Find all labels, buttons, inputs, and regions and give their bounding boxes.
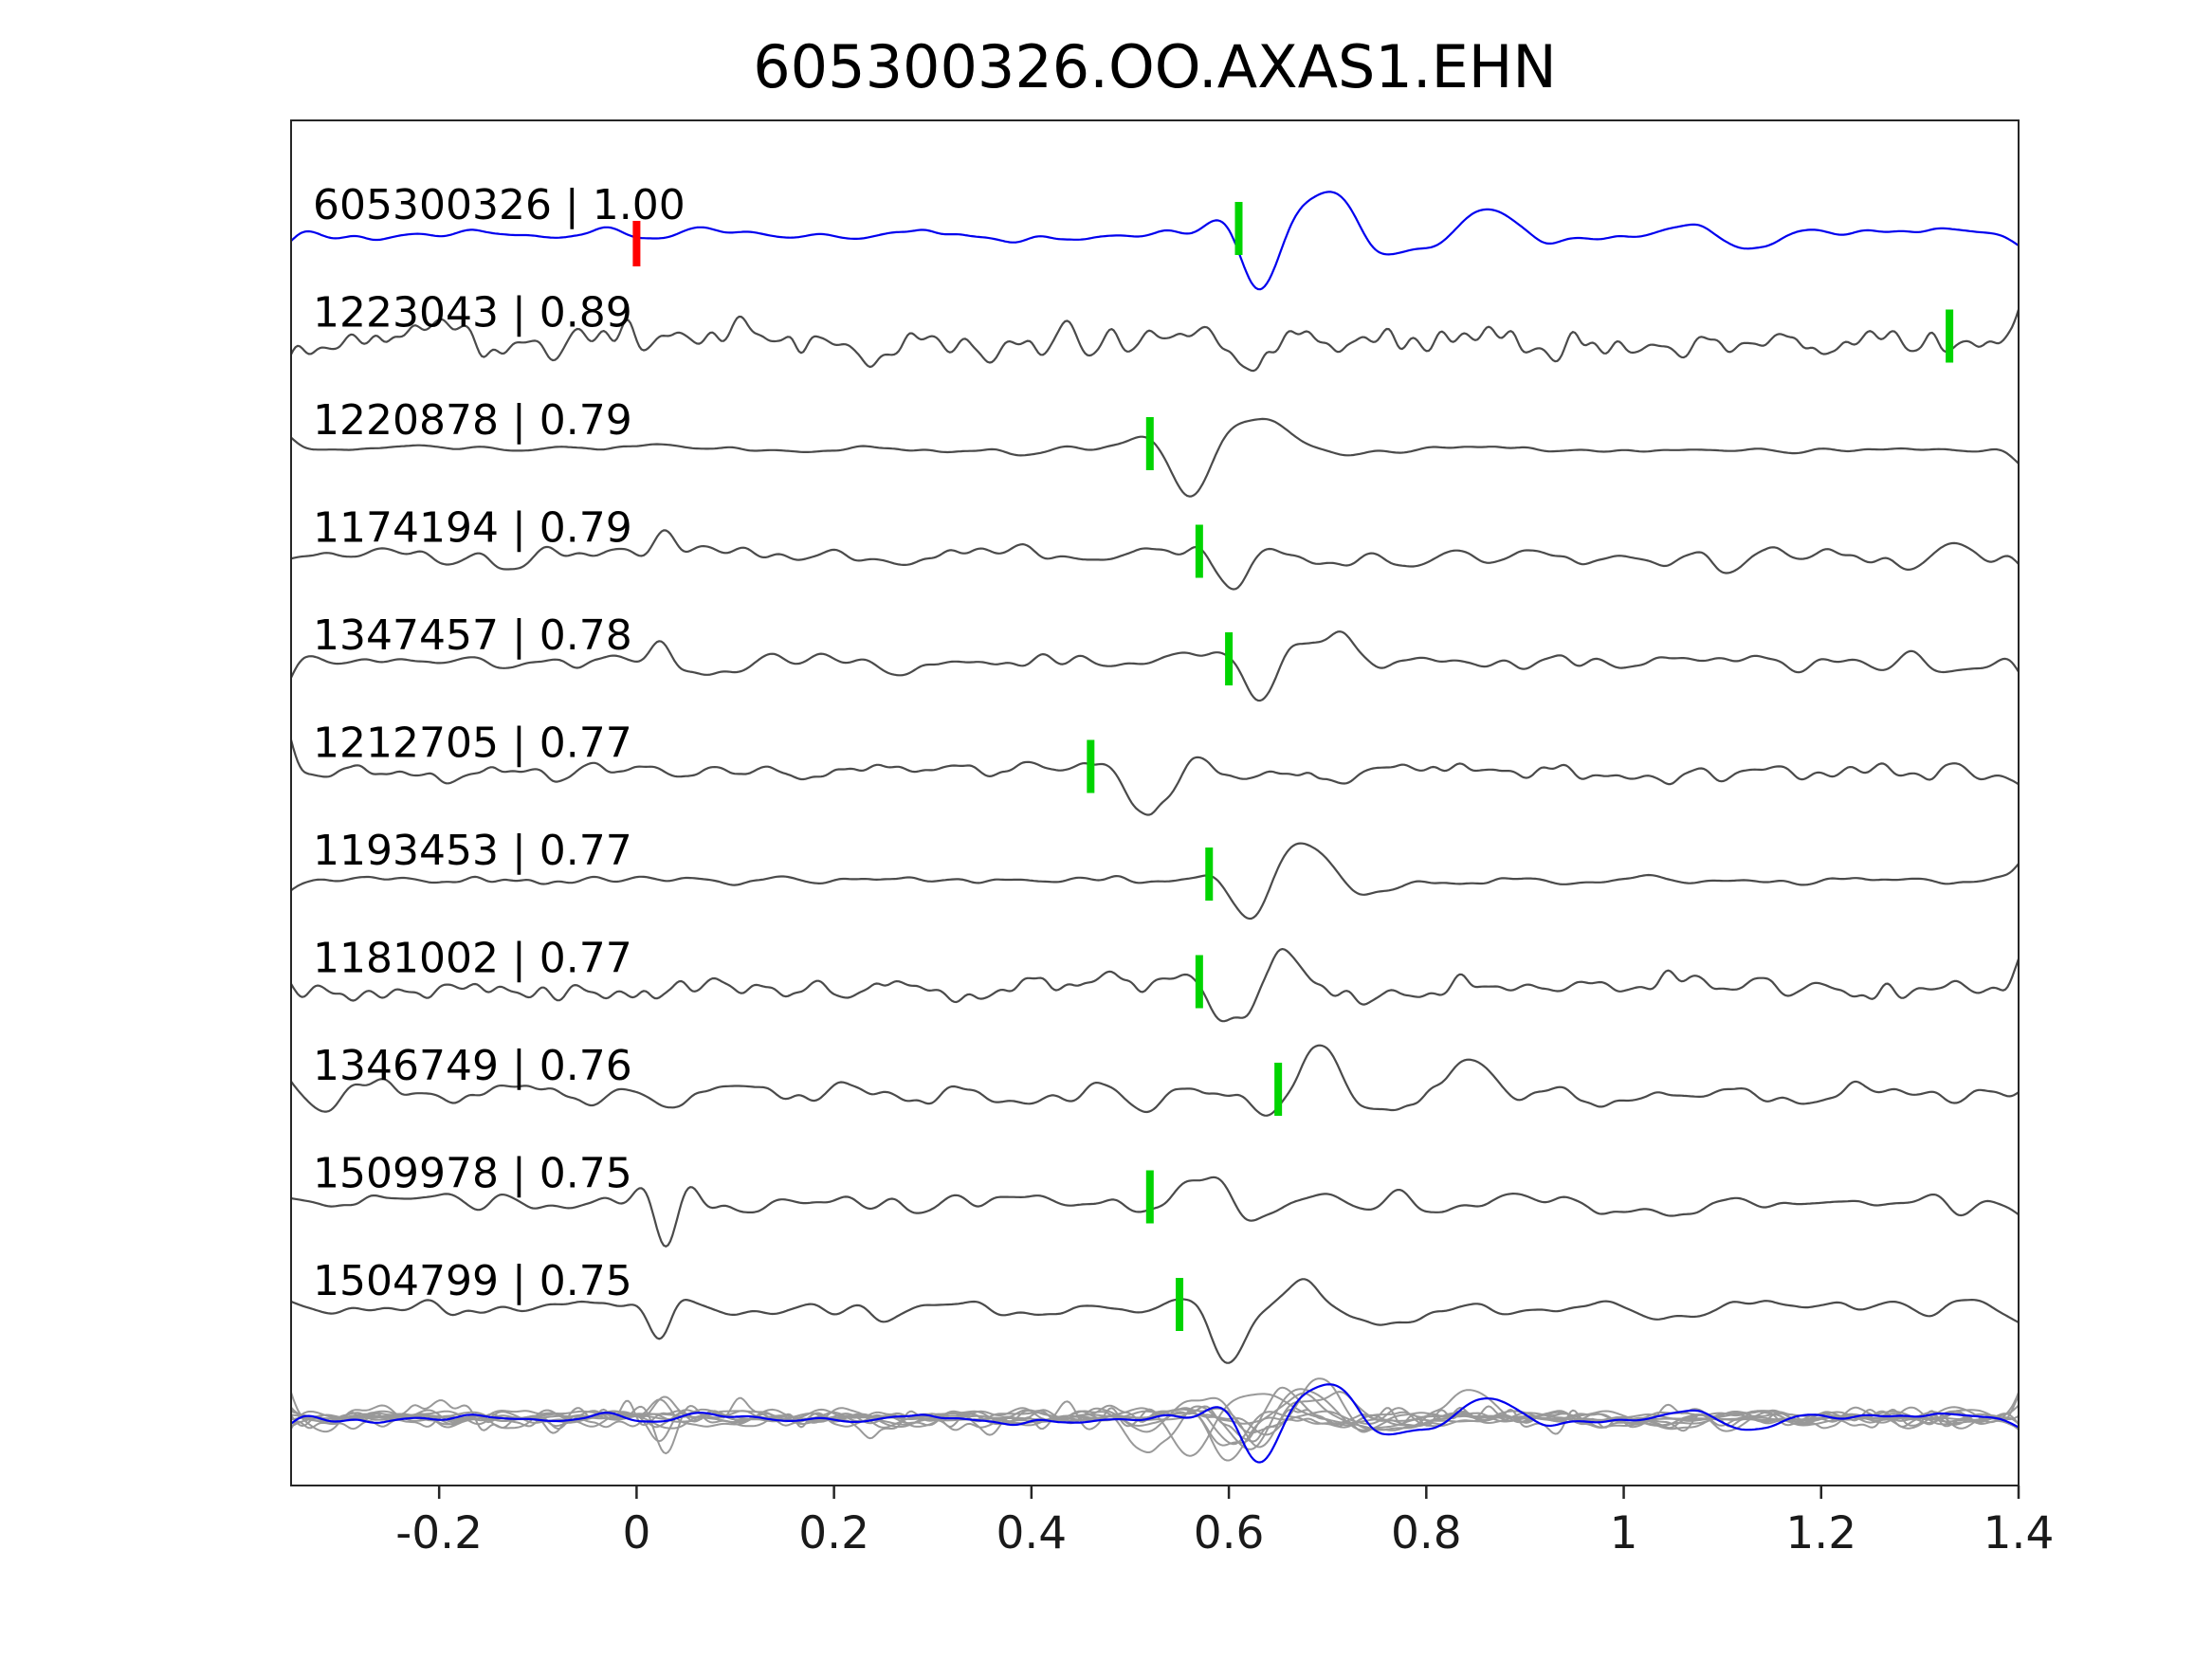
template-origin-marker (632, 221, 641, 266)
x-tick-label: 0.2 (798, 1507, 869, 1559)
pick-marker-1509978 (1145, 1170, 1154, 1224)
waveform-trace-1212705 (291, 739, 2019, 816)
overlay-template-trace (291, 1383, 2019, 1464)
pick-marker-1174194 (1195, 524, 1203, 578)
waveform-trace-1174194 (291, 529, 2019, 591)
overlay-trace-1346749 (291, 1377, 2019, 1436)
trace-label-1174194: 1174194 | 0.79 (313, 504, 632, 553)
overlay-trace-1193453 (291, 1388, 2019, 1450)
trace-label-1212705: 1212705 | 0.77 (313, 720, 632, 768)
trace-label-1509978: 1509978 | 0.75 (313, 1150, 632, 1198)
trace-label-1181002: 1181002 | 0.77 (313, 935, 632, 983)
waveform-trace-1347457 (291, 630, 2019, 702)
waveform-trace-1193453 (291, 842, 2019, 921)
x-tick-label: 0.8 (1391, 1507, 1462, 1559)
waveform-trace-1223043 (291, 309, 2019, 373)
pick-marker-1346749 (1274, 1063, 1283, 1116)
plot-border (290, 119, 2020, 1486)
pick-marker-605300326 (1234, 202, 1243, 255)
waveform-trace-1504799 (291, 1278, 2019, 1364)
trace-label-1223043: 1223043 | 0.89 (313, 289, 632, 337)
x-tick-label: 1 (1610, 1507, 1638, 1559)
x-tick-label: 0 (622, 1507, 650, 1559)
overlay-trace-1212705 (291, 1392, 2019, 1453)
pick-marker-1504799 (1176, 1278, 1184, 1331)
pick-marker-1193453 (1205, 848, 1214, 901)
trace-label-605300326: 605300326 | 1.00 (313, 181, 686, 229)
chart-title: 605300326.OO.AXAS1.EHN (753, 32, 1557, 101)
pick-marker-1212705 (1087, 739, 1095, 793)
overlay-trace-1181002 (291, 1386, 2019, 1447)
waveform-trace-605300326 (291, 191, 2019, 291)
pick-marker-1220878 (1145, 417, 1154, 470)
overlay-trace-1220878 (291, 1393, 2019, 1457)
x-tick-label: 0.6 (1194, 1507, 1265, 1559)
waveform-trace-1220878 (291, 417, 2019, 498)
x-tick-label: 1.4 (1983, 1507, 2055, 1559)
x-tick-label: 0.4 (996, 1507, 1067, 1559)
waveform-trace-1509978 (291, 1176, 2019, 1248)
pick-marker-1223043 (1946, 309, 1954, 363)
x-tick-label: -0.2 (395, 1507, 483, 1559)
pick-marker-1347457 (1225, 632, 1234, 685)
x-tick-label: 1.2 (1785, 1507, 1856, 1559)
trace-label-1504799: 1504799 | 0.75 (313, 1257, 632, 1305)
waveform-trace-1346749 (291, 1044, 2019, 1117)
trace-label-1347457: 1347457 | 0.78 (313, 611, 632, 660)
overlay-trace-1509978 (291, 1396, 2019, 1455)
trace-label-1346749: 1346749 | 0.76 (313, 1042, 632, 1090)
trace-label-1220878: 1220878 | 0.79 (313, 396, 632, 445)
trace-label-1193453: 1193453 | 0.77 (313, 827, 632, 875)
pick-marker-1181002 (1195, 955, 1203, 1009)
waveform-trace-1181002 (291, 948, 2019, 1023)
traces-group (291, 191, 2019, 1464)
